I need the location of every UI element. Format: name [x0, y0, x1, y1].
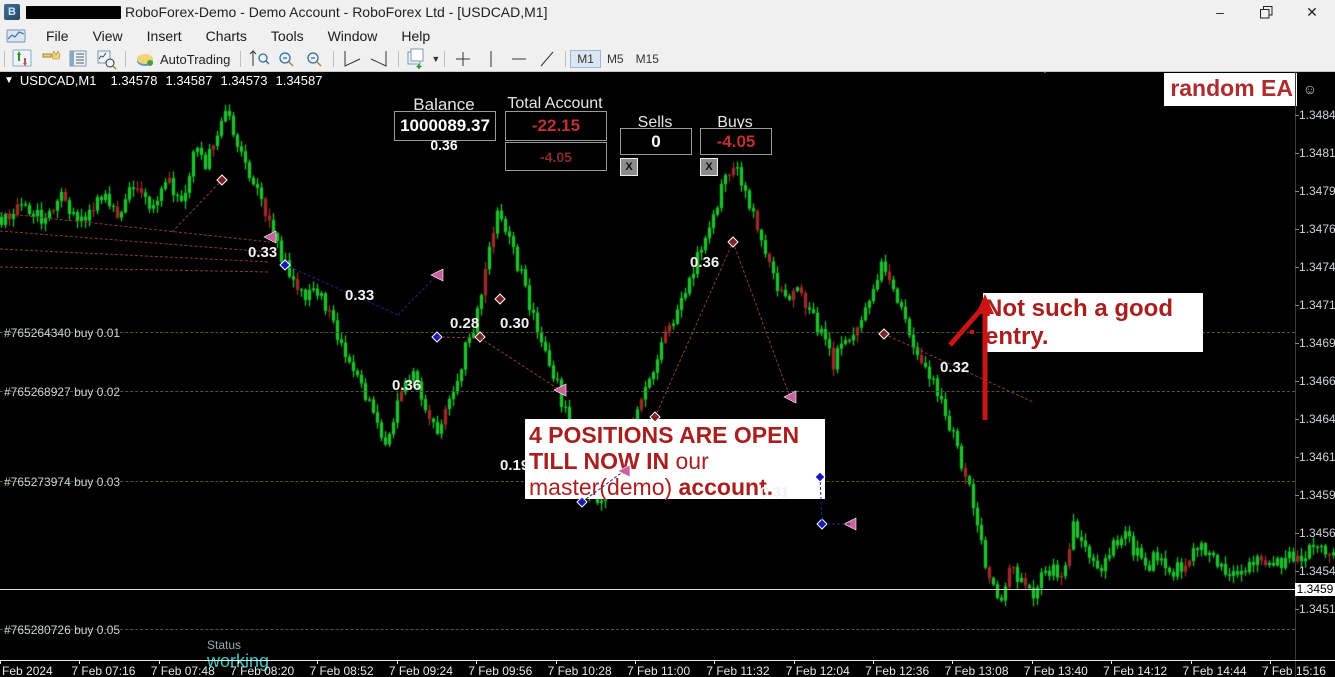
svg-text:0.19: 0.19 — [500, 457, 529, 474]
svg-text:0.30: 0.30 — [500, 315, 529, 332]
svg-text:0.36: 0.36 — [392, 377, 421, 394]
svg-text:0.36: 0.36 — [690, 254, 719, 271]
svg-text:0.31: 0.31 — [760, 484, 789, 501]
svg-text:0.28: 0.28 — [450, 315, 479, 332]
svg-text:0.32: 0.32 — [940, 359, 969, 376]
svg-text:0.33: 0.33 — [248, 244, 277, 261]
svg-text:0.33: 0.33 — [345, 287, 374, 304]
